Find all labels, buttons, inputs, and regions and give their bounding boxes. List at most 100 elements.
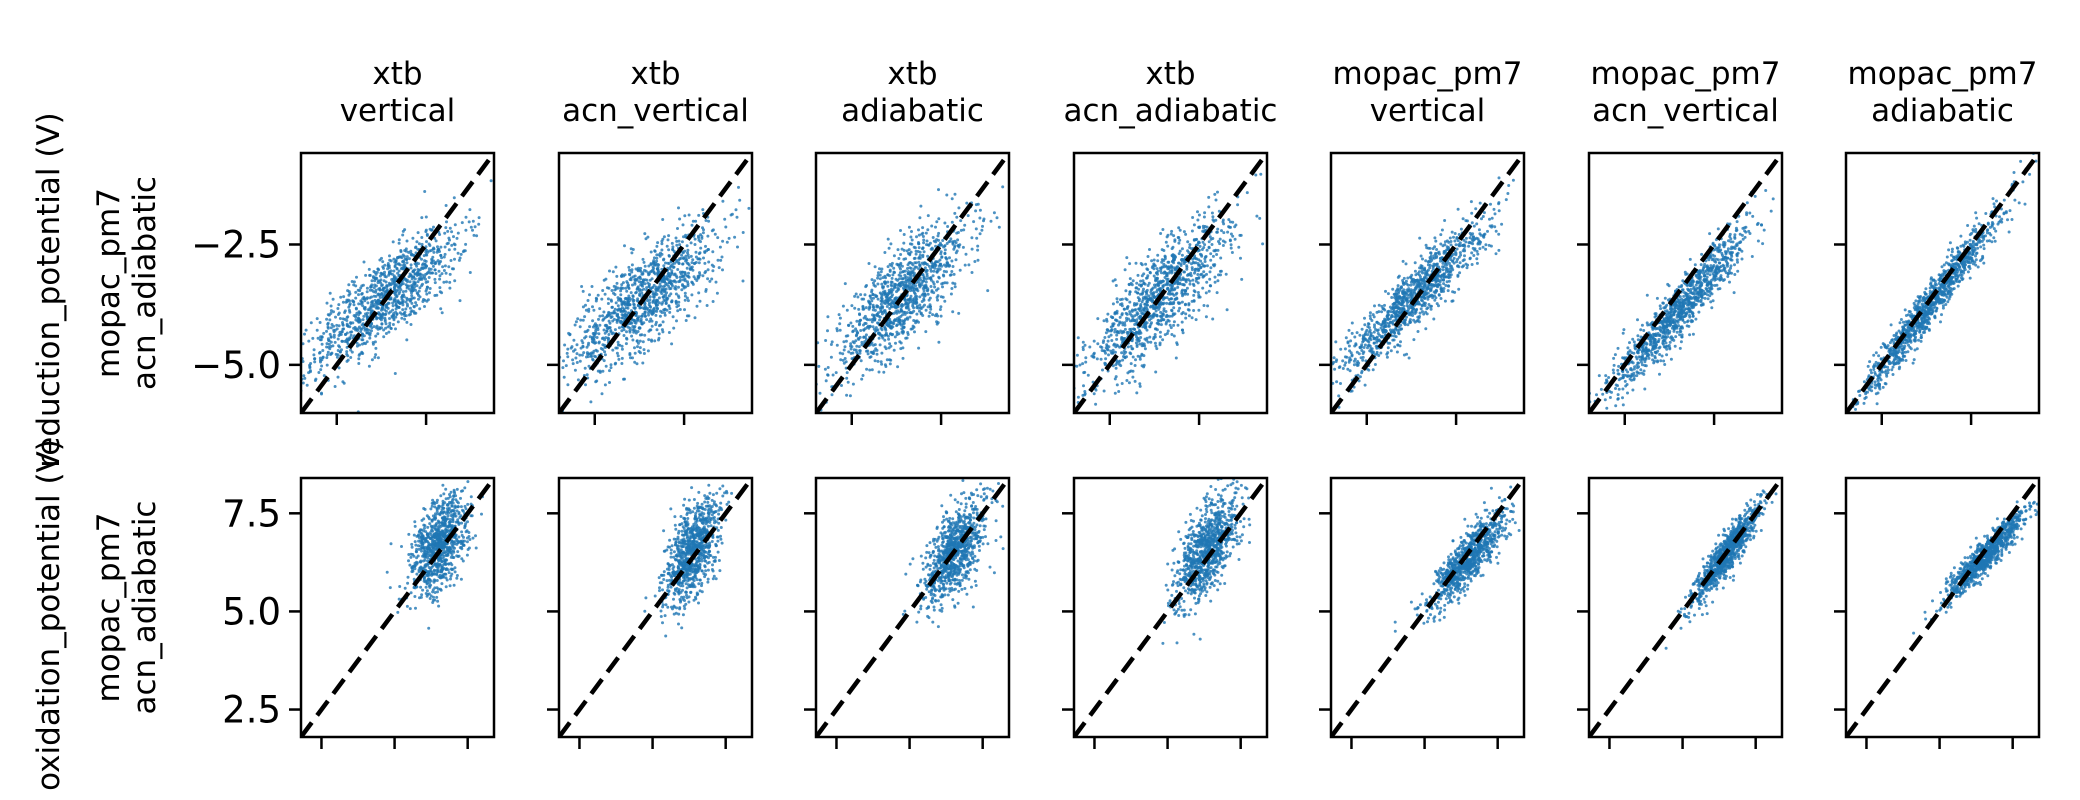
- scatter-point: [970, 247, 974, 251]
- column-header-line1: xtb: [887, 56, 937, 92]
- scatter-point: [908, 297, 912, 301]
- scatter-point: [885, 305, 889, 308]
- scatter-point: [926, 254, 930, 258]
- scatter-point: [1172, 334, 1176, 338]
- scatter-point: [601, 289, 605, 292]
- scatter-point: [704, 270, 708, 273]
- scatter-point: [1150, 296, 1154, 300]
- scatter-point: [937, 188, 940, 192]
- scatter-point: [906, 298, 910, 302]
- scatter-point: [294, 337, 297, 340]
- scatter-point: [1213, 192, 1217, 196]
- scatter-point: [576, 378, 580, 382]
- scatter-point: [651, 292, 655, 296]
- scatter-point: [1128, 300, 1132, 304]
- scatter-point: [639, 319, 643, 323]
- scatter-point: [307, 371, 311, 375]
- scatter-point: [842, 340, 846, 344]
- scatter-point: [931, 236, 935, 239]
- scatter-point: [664, 261, 667, 265]
- scatter-point: [1092, 355, 1096, 359]
- scatter-point: [666, 238, 670, 242]
- scatter-point: [1213, 280, 1217, 284]
- scatter-point: [1297, 411, 1300, 414]
- scatter-point: [423, 190, 427, 193]
- scatter-point: [635, 278, 639, 282]
- scatter-point: [591, 305, 594, 309]
- scatter-point: [889, 326, 893, 330]
- scatter-point: [345, 322, 349, 326]
- scatter-point: [684, 285, 688, 289]
- scatter-point: [650, 338, 653, 342]
- scatter-point: [609, 363, 613, 367]
- scatter-point: [611, 270, 615, 274]
- scatter-point: [981, 224, 984, 228]
- scatter-point: [626, 284, 630, 288]
- scatter-point: [1081, 362, 1085, 366]
- scatter-point: [450, 267, 454, 271]
- scatter-point: [934, 244, 938, 248]
- scatter-point: [1167, 260, 1171, 264]
- scatter-point: [1158, 341, 1162, 345]
- scatter-point: [1206, 304, 1210, 308]
- scatter-point: [392, 257, 396, 261]
- scatter-point: [376, 267, 380, 271]
- scatter-point: [1208, 277, 1212, 281]
- scatter-point: [1194, 279, 1198, 283]
- scatter-point: [309, 362, 313, 365]
- scatter-point: [630, 334, 634, 338]
- scatter-point: [640, 333, 644, 337]
- scatter-point: [667, 331, 671, 334]
- scatter-point: [414, 301, 418, 305]
- scatter-point: [349, 356, 353, 359]
- scatter-point: [380, 284, 384, 288]
- scatter-point: [879, 360, 883, 364]
- scatter-point: [1128, 319, 1132, 323]
- scatter-point: [653, 309, 657, 313]
- scatter-point: [1092, 351, 1096, 355]
- scatter-point: [647, 308, 651, 312]
- scatter-point: [687, 263, 691, 267]
- scatter-point: [464, 228, 468, 232]
- scatter-point: [1130, 339, 1134, 343]
- scatter-point: [1254, 173, 1258, 177]
- scatter-point: [477, 222, 481, 226]
- scatter-point: [1106, 312, 1110, 316]
- scatter-point: [668, 307, 672, 310]
- scatter-point: [1048, 457, 1051, 460]
- scatter-point: [888, 303, 892, 306]
- scatter-point: [1221, 239, 1225, 243]
- scatter-point: [713, 232, 717, 236]
- scatter-point: [943, 299, 947, 303]
- scatter-point: [320, 364, 324, 368]
- scatter-point: [565, 351, 569, 355]
- scatter-point: [1458, 261, 1462, 265]
- scatter-point: [614, 265, 618, 269]
- scatter-point: [302, 374, 306, 378]
- scatter-point: [893, 271, 896, 274]
- scatter-point: [708, 279, 712, 283]
- scatter-point: [1190, 266, 1194, 270]
- scatter-point: [875, 348, 879, 352]
- scatter-point: [1421, 257, 1424, 261]
- scatter-point: [361, 338, 365, 342]
- scatter-point: [1213, 275, 1217, 279]
- scatter-point: [634, 321, 638, 325]
- scatter-point: [415, 240, 419, 244]
- scatter-point: [917, 228, 920, 232]
- scatter-point: [434, 272, 438, 275]
- scatter-point: [636, 297, 640, 301]
- scatter-point: [970, 271, 974, 274]
- scatter-point: [630, 268, 634, 272]
- scatter-point: [677, 280, 681, 284]
- scatter-point: [424, 215, 428, 219]
- scatter-point: [1208, 235, 1212, 239]
- scatter-point: [585, 351, 589, 355]
- scatter-point: [868, 294, 872, 298]
- scatter-point: [1173, 239, 1177, 243]
- scatter-point: [1084, 360, 1088, 364]
- scatter-point: [614, 301, 618, 305]
- scatter-point: [1164, 310, 1168, 313]
- scatter-point: [376, 356, 380, 360]
- scatter-point: [657, 285, 661, 289]
